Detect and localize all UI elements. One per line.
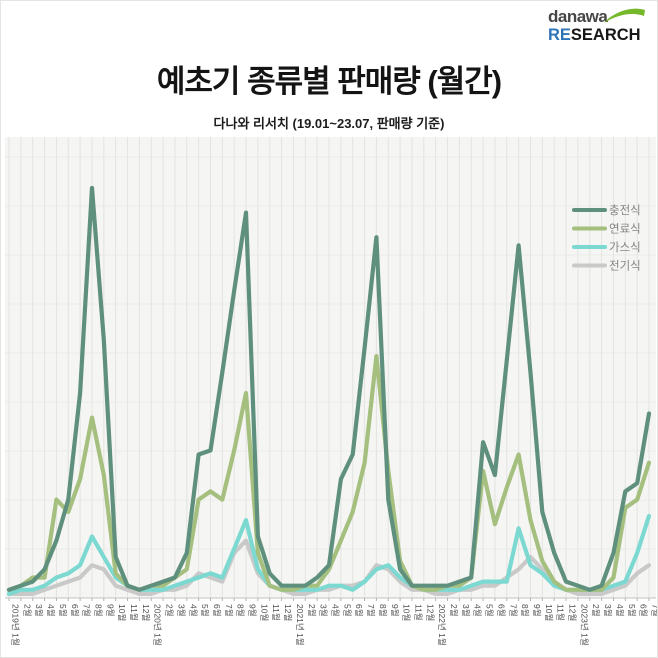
- x-axis-label: 4월: [615, 604, 625, 617]
- x-axis-label: 11월: [556, 604, 566, 621]
- x-axis-label: 8월: [378, 604, 388, 617]
- x-axis-label: 12월: [141, 604, 151, 621]
- x-axis-label: 10월: [259, 604, 269, 621]
- x-axis-label: 6월: [639, 604, 649, 617]
- x-axis-label: 6월: [354, 604, 364, 617]
- x-axis-label: 10월: [544, 604, 554, 621]
- series-line-electric: [6, 538, 652, 597]
- subtitle: 다나와 리서치 (19.01~23.07, 판매량 기준): [213, 116, 445, 131]
- x-axis-label: 2020년 1월: [153, 604, 163, 646]
- x-axis-label: 2022년 1월: [437, 604, 447, 646]
- logo-brand-text: danawa: [548, 7, 608, 26]
- x-axis-label: 7월: [508, 604, 518, 617]
- x-axis-label: 2월: [22, 604, 32, 617]
- legend-label-fuel: 연료식: [609, 223, 641, 236]
- series-line-fuel: [6, 354, 652, 592]
- x-axis-label: 4월: [331, 604, 341, 617]
- x-axis-label: 3월: [34, 604, 44, 617]
- x-axis-label: 7월: [651, 604, 658, 617]
- x-axis-label: 8월: [520, 604, 530, 617]
- legend-label-gas: 가스식: [609, 241, 641, 254]
- x-axis-label: 12월: [425, 604, 435, 621]
- x-axis-label: 11월: [129, 604, 139, 621]
- x-axis-label: 7월: [82, 604, 92, 617]
- x-axis-label: 11월: [413, 604, 423, 621]
- danawa-research-logo: danawa RESEARCH: [548, 7, 645, 44]
- x-axis-label: 5월: [342, 604, 352, 617]
- x-axis-label: 5월: [485, 604, 495, 617]
- series-line-rechargeable: [6, 185, 652, 592]
- legend-label-rechargeable: 충전식: [609, 204, 641, 217]
- x-axis-label: 7월: [366, 604, 376, 617]
- page-title: 예초기 종류별 판매량 (월간): [156, 64, 502, 99]
- x-axis-label: 10월: [117, 604, 127, 621]
- x-axis-label: 11월: [271, 604, 281, 621]
- x-axis-label: 2023년 1월: [579, 604, 589, 646]
- x-axis-label: 4월: [188, 604, 198, 617]
- x-axis-label: 6월: [212, 604, 222, 617]
- x-axis-label: 3월: [603, 604, 613, 617]
- x-axis-label: 5월: [627, 604, 637, 617]
- x-axis-label: 2021년 1월: [295, 604, 305, 646]
- legend-label-electric: 전기식: [609, 260, 641, 273]
- x-axis-label: 2월: [591, 604, 601, 617]
- x-axis-label: 12월: [568, 604, 578, 621]
- x-axis-label: 4월: [473, 604, 483, 617]
- x-axis-label: 5월: [200, 604, 210, 617]
- x-axis-label: 12월: [283, 604, 293, 621]
- x-axis-label: 2월: [165, 604, 175, 617]
- x-axis-label: 10월: [402, 604, 412, 621]
- x-axis-label: 6월: [70, 604, 80, 617]
- x-axis-label: 3월: [176, 604, 186, 617]
- x-axis-label: 7월: [224, 604, 234, 617]
- series-line-gas: [6, 513, 652, 597]
- x-axis-label: 4월: [46, 604, 56, 617]
- x-axis-label: 6월: [496, 604, 506, 617]
- x-axis-label: 2월: [307, 604, 317, 617]
- x-axis-label: 9월: [248, 604, 258, 617]
- logo-research-re: RE: [548, 26, 571, 44]
- x-axis-label: 9월: [105, 604, 115, 617]
- logo-swoosh-icon: [604, 8, 645, 23]
- x-axis-label: 3월: [319, 604, 329, 617]
- x-axis-label: 2019년 1월: [11, 604, 21, 646]
- x-axis-label: 8월: [93, 604, 103, 617]
- x-axis-label: 5월: [58, 604, 68, 617]
- x-axis-label: 8월: [236, 604, 246, 617]
- logo-research-text: RESEARCH: [548, 27, 644, 44]
- x-axis-label: 3월: [461, 604, 471, 617]
- logo-research-search: SEARCH: [570, 26, 641, 44]
- x-axis-label: 9월: [390, 604, 400, 617]
- x-axis-label: 2월: [449, 604, 459, 617]
- x-axis-label: 9월: [532, 604, 542, 617]
